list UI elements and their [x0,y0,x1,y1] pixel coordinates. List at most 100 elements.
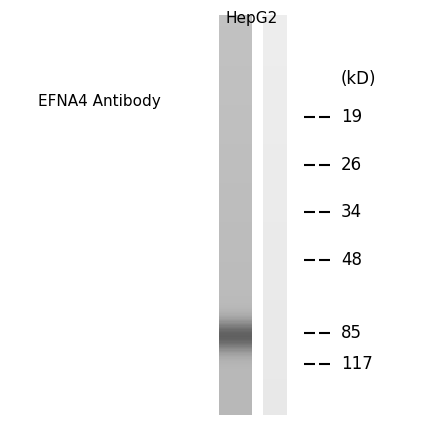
Bar [219,125,252,127]
Bar [263,160,287,162]
Bar [219,164,252,166]
Bar [263,173,287,175]
Bar [219,103,252,105]
Bar [263,321,287,323]
Bar [263,266,287,268]
Bar [263,340,287,341]
Bar [219,297,252,299]
Bar [219,354,252,356]
Bar [263,397,287,399]
Bar [263,273,287,275]
Bar [219,350,252,352]
Bar [219,135,252,137]
Bar [219,47,252,49]
Bar [263,112,287,114]
Bar [219,369,252,370]
Bar [219,333,252,335]
Bar [219,147,252,149]
Bar [219,243,252,244]
Bar [219,210,252,212]
Bar [219,101,252,103]
Bar [219,139,252,141]
Bar [219,299,252,300]
Bar [219,345,252,347]
Bar [263,147,287,149]
Bar [263,123,287,124]
Bar [263,187,287,188]
Bar [219,67,252,69]
Bar [219,228,252,230]
Bar [219,92,252,94]
Bar [219,116,252,118]
Bar [263,90,287,91]
Bar [219,346,252,348]
Bar [219,265,252,267]
Bar [263,407,287,409]
Bar [263,93,287,95]
Bar [219,359,252,361]
Bar [263,64,287,66]
Bar [219,378,252,380]
Bar [263,185,287,187]
Bar [219,167,252,168]
Bar [263,313,287,315]
Bar [263,225,287,227]
Bar [219,136,252,138]
Bar [219,23,252,25]
Text: 34: 34 [341,203,362,220]
Bar [263,28,287,30]
Bar [219,83,252,85]
Bar [263,328,287,329]
Bar [219,260,252,262]
Bar [219,32,252,34]
Bar [219,109,252,111]
Bar [263,78,287,79]
Bar [263,345,287,347]
Bar [263,310,287,312]
Bar [263,316,287,318]
Bar [263,196,287,198]
Bar [263,41,287,43]
Bar [219,87,252,89]
Bar [219,266,252,268]
Bar [263,136,287,138]
Bar [263,76,287,78]
Bar [263,39,287,41]
Bar [219,237,252,239]
Bar [263,384,287,385]
Bar [219,239,252,240]
Bar [263,332,287,333]
Bar [219,181,252,183]
Bar [263,392,287,393]
Bar [219,142,252,143]
Bar [263,318,287,320]
Bar [219,184,252,186]
Bar [263,133,287,135]
Bar [219,59,252,61]
Bar [263,293,287,295]
Bar [263,300,287,302]
Bar [263,337,287,339]
Bar [219,140,252,142]
Bar [263,284,287,285]
Bar [219,247,252,248]
Bar [263,404,287,405]
Bar [219,338,252,340]
Bar [219,36,252,38]
Bar [263,330,287,332]
Bar [219,223,252,224]
Bar [263,247,287,248]
Bar [219,26,252,27]
Bar [263,18,287,19]
Bar [263,394,287,396]
Bar [263,336,287,337]
Bar [263,200,287,202]
Bar [219,257,252,259]
Bar [263,245,287,247]
Bar [219,179,252,180]
Bar [263,22,287,23]
Bar [263,400,287,401]
Bar [263,237,287,239]
Bar [263,111,287,112]
Bar [263,292,287,293]
